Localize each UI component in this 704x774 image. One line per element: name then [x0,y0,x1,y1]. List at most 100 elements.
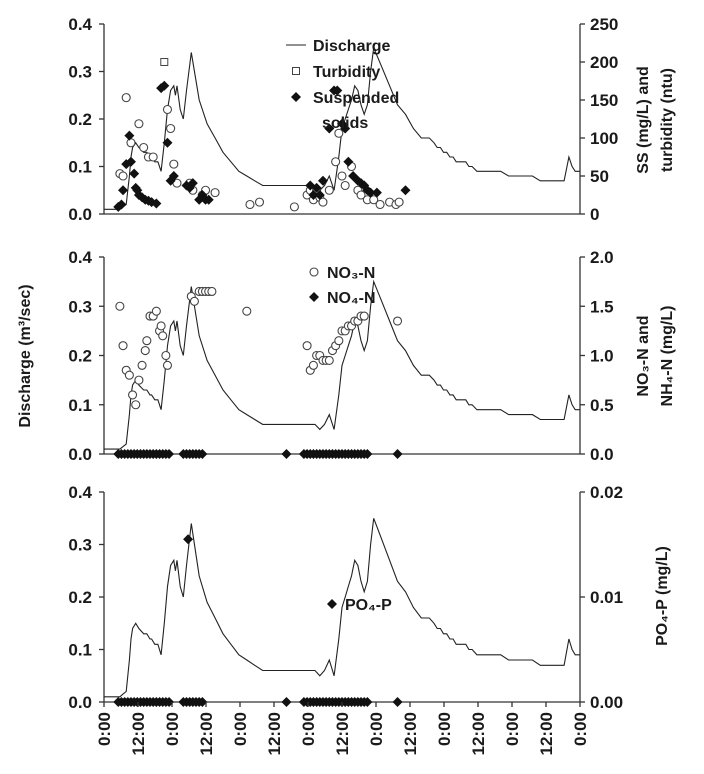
no3-point [140,346,150,356]
legend-po4-label: PO₄-P [345,597,392,614]
turbidity-point [254,197,265,207]
discharge-line-1 [104,279,580,450]
left-tick-label: 0.4 [68,483,92,502]
po4-zero-point [362,697,373,707]
legend-ss-swatch [291,92,301,102]
right-tick-label: 0 [590,205,599,224]
no4-point [197,449,208,459]
x-tick-label: 12:00 [333,712,352,755]
left-tick-label: 0.3 [68,536,92,555]
suspended-solids-point [203,194,214,205]
turbidity-point [126,138,136,148]
x-tick-label: 0:00 [299,712,318,746]
no3-point [359,311,369,321]
x-tick-label: 0:00 [503,712,522,746]
turbidity-point [160,58,169,66]
x-tick-label: 0:00 [571,712,590,746]
left-tick-label: 0.1 [68,396,92,415]
suspended-solids-point [187,178,198,189]
legend-ss-label-2: solids [322,115,368,132]
right-tick-label: 100 [590,129,618,148]
turbidity-point [375,199,385,210]
right-axis-label-2: NH₄-N (mg/L) [659,306,676,407]
po4-zero-point [392,697,403,707]
suspended-solids-point [168,171,179,181]
right-tick-label: 2.0 [590,248,614,267]
right-tick-label: 200 [590,53,618,72]
right-tick-label: 1.5 [590,297,614,316]
x-tick-label: 12:00 [469,712,488,755]
suspended-solids-point [125,156,136,167]
no3-point [242,306,252,316]
suspended-solids-point [129,168,140,179]
left-tick-label: 0.1 [68,158,92,177]
turbidity-point [337,171,347,181]
no3-point [128,390,138,400]
legend-no3-swatch [309,267,319,277]
left-tick-label: 0.3 [68,63,92,82]
suspended-solids-point [118,185,129,196]
right-axis-label-1: NO₃-N and [635,315,652,396]
suspended-solids-point [371,187,382,198]
no3-point [207,286,217,297]
turbidity-point [118,171,128,181]
turbidity-point [318,197,328,207]
x-tick-label: 12:00 [129,712,148,755]
x-tick-label: 0:00 [435,712,454,746]
left-tick-label: 0.2 [68,588,92,607]
right-tick-label: 50 [590,167,609,186]
turbidity-point [331,157,341,167]
no3-point [392,316,403,326]
left-tick-label: 0.0 [68,693,92,712]
no4-point [362,449,373,459]
no3-point [142,336,152,346]
turbidity-point [166,123,176,134]
right-tick-label: 0.01 [590,588,623,607]
turbidity-point [245,199,255,210]
legend-no4-swatch [309,292,319,302]
turbidity-point [169,159,179,169]
suspended-solids-point [343,156,354,167]
turbidity-point [356,190,366,200]
left-tick-label: 0.0 [68,445,92,464]
right-tick-label: 0.0 [590,445,614,464]
turbidity-point [394,197,404,207]
no3-point [151,306,161,316]
suspended-solids-point [162,137,173,148]
legend-no3-label: NO₃-N [327,265,375,282]
legend-po4-swatch [327,599,337,609]
left-axis-label: Discharge (m³/sec) [17,284,34,427]
x-tick-label: 0:00 [95,712,114,746]
suspended-solids-point [308,190,319,200]
right-axis-label: PO₄-P (mg/L) [654,546,671,646]
no4-point [392,449,403,459]
x-tick-label: 0:00 [367,712,386,746]
no3-point [189,296,199,306]
suspended-solids-point [159,80,170,91]
suspended-solids-point [317,175,328,186]
suspended-solids-point [332,85,343,96]
suspended-solids-point [400,185,411,196]
legend-turbidity-swatch [292,67,300,75]
turbidity-point [210,188,220,198]
right-axis-label-2: turbidity (ntu) [659,68,676,172]
suspended-solids-point [314,190,325,200]
no3-point [131,400,141,410]
right-tick-label: 150 [590,91,618,110]
no4-point [281,449,292,459]
x-tick-label: 12:00 [197,712,216,755]
no3-point [334,336,344,346]
no3-point [302,341,312,351]
no3-point [115,301,125,311]
po4-zero-point [197,697,208,707]
left-tick-label: 0.4 [68,15,92,34]
turbidity-point [334,128,344,138]
turbidity-point [134,119,144,129]
left-tick-label: 0.1 [68,641,92,660]
legend-no4-label: NO₄-N [327,290,376,307]
turbidity-point [369,195,379,205]
po4-zero-point [281,697,292,707]
no3-point [137,360,147,370]
suspended-solids-point [340,123,351,134]
